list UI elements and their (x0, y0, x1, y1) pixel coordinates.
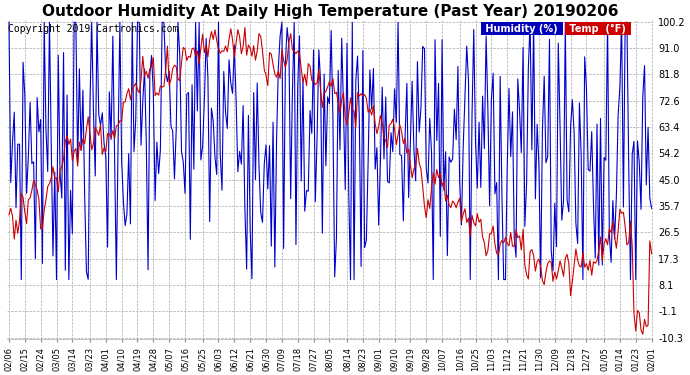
Text: Temp  (°F): Temp (°F) (566, 24, 629, 34)
Text: Copyright 2019 Cartronics.com: Copyright 2019 Cartronics.com (8, 24, 178, 33)
Title: Outdoor Humidity At Daily High Temperature (Past Year) 20190206: Outdoor Humidity At Daily High Temperatu… (42, 4, 618, 19)
Text: Humidity (%): Humidity (%) (482, 24, 561, 33)
